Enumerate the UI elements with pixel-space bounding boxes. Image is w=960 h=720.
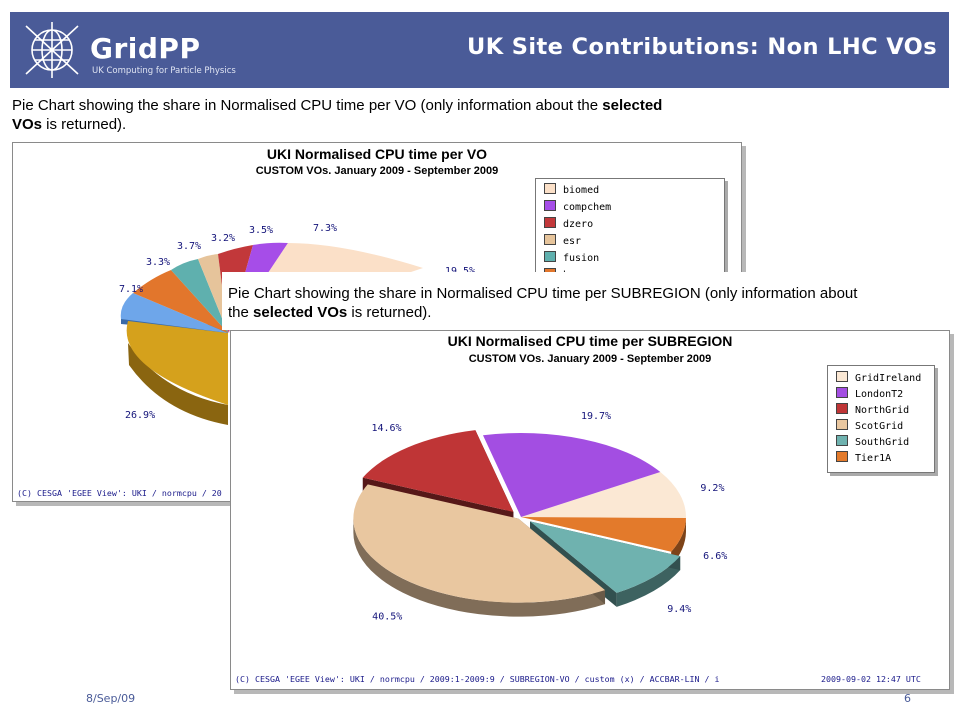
- vo-legend: biomed compchem dzero esr fusion hone: [535, 178, 725, 281]
- slice-northgrid: [362, 430, 514, 512]
- gridpp-globe-icon: [25, 22, 79, 78]
- legend-swatch: [836, 419, 848, 430]
- footer-date: 8/Sep/09: [86, 692, 136, 705]
- vo-pie-depth-gold: [128, 343, 228, 425]
- caption-sub: Pie Chart showing the share in Normalise…: [228, 284, 948, 322]
- logo-tagline: UK Computing for Particle Physics: [92, 66, 236, 76]
- slice-londont2: [482, 433, 661, 517]
- sub-legend-item: NorthGrid: [836, 403, 909, 417]
- slice-southgrid: [530, 521, 681, 593]
- sub-legend-item: SouthGrid: [836, 435, 909, 449]
- sub-legend-item: ScotGrid: [836, 419, 903, 433]
- gridpp-logo: GridPP UK Computing for Particle Physics: [24, 20, 284, 80]
- vo-label-7-3: 7.3%: [313, 223, 337, 234]
- caption-vo-text: Pie Chart showing the share in Normalise…: [12, 97, 603, 114]
- sub-legend-item: Tier1A: [836, 451, 891, 465]
- legend-swatch: [544, 200, 556, 211]
- legend-swatch: [836, 451, 848, 462]
- vo-legend-item: esr: [544, 234, 581, 248]
- vo-label-19-5: 19.5%: [445, 266, 475, 277]
- sub-legend-item: GridIreland: [836, 371, 921, 385]
- caption-sub-bold: selected VOs: [253, 304, 348, 321]
- slice-gridireland: [521, 471, 686, 519]
- slice-label-londont2: 19.7%: [581, 411, 611, 422]
- subregion-chart-subtitle: CUSTOM VOs. January 2009 - September 200…: [468, 353, 712, 365]
- vo-chart-title: UKI Normalised CPU time per VO: [266, 146, 488, 162]
- vo-label-7-1: 7.1%: [119, 284, 143, 295]
- vo-label-3-7: 3.7%: [177, 241, 201, 252]
- slice-label-northgrid: 14.6%: [371, 423, 401, 434]
- legend-swatch: [544, 217, 556, 228]
- slice-label-gridireland: 9.2%: [700, 483, 724, 494]
- caption-sub-text: Pie Chart showing the share in Normalise…: [228, 285, 858, 302]
- subregion-chart-timestamp: 2009-09-02 12:47 UTC: [821, 674, 921, 684]
- subregion-pie-chart: 9.2% 6.6% 9.4% 40.5% 14.6% 19.7%: [353, 411, 727, 622]
- caption-sub-tail: is returned).: [347, 304, 432, 321]
- legend-swatch: [836, 387, 848, 398]
- vo-slice-fusion: [171, 259, 228, 333]
- legend-swatch: [836, 435, 848, 446]
- vo-legend-item: fusion: [544, 251, 599, 265]
- slice-label-scotgrid: 40.5%: [372, 611, 402, 622]
- slice-side-southgrid: [616, 556, 681, 607]
- caption-sub-text2: the: [228, 304, 254, 321]
- caption-vo-tail: is returned).: [42, 116, 127, 133]
- caption-vo-bold1: selected: [602, 97, 663, 114]
- header-bar: GridPP UK Computing for Particle Physics…: [10, 12, 949, 88]
- legend-swatch: [836, 371, 848, 382]
- vo-chart-subtitle: CUSTOM VOs. January 2009 - September 200…: [255, 165, 499, 177]
- legend-swatch: [544, 251, 556, 262]
- slice-side-tier1a: [671, 518, 686, 566]
- slide-title: UK Site Contributions: Non LHC VOs: [467, 34, 937, 60]
- legend-swatch: [836, 403, 848, 414]
- vo-label-3-5: 3.5%: [249, 225, 273, 236]
- vo-legend-item: biomed: [544, 183, 599, 197]
- slice-scotgrid: [353, 484, 606, 603]
- slice-label-tier1a: 6.6%: [703, 551, 727, 562]
- caption-vo-bold2: VOs: [12, 116, 43, 133]
- sub-legend-item: LondonT2: [836, 387, 903, 401]
- subregion-chart-title: UKI Normalised CPU time per SUBREGION: [447, 333, 733, 349]
- vo-chart-credit: (C) CESGA 'EGEE View': UKI / normcpu / 2…: [17, 488, 222, 498]
- subregion-caption-box: Pie Chart showing the share in Normalise…: [222, 272, 948, 330]
- subregion-chart-panel: UKI Normalised CPU time per SUBREGION CU…: [230, 330, 950, 690]
- vo-slice-other-blue: [120, 293, 228, 333]
- vo-slice-hone: [133, 270, 228, 333]
- slice-tier1a: [521, 517, 686, 552]
- subregion-legend: GridIreland LondonT2 NorthGrid ScotGrid …: [827, 365, 935, 473]
- legend-swatch: [544, 234, 556, 245]
- legend-swatch: [544, 183, 556, 194]
- subregion-chart-credit: (C) CESGA 'EGEE View': UKI / normcpu / 2…: [235, 674, 720, 684]
- vo-legend-item: compchem: [544, 200, 611, 214]
- footer-page-number: 6: [904, 692, 911, 705]
- slice-side-scotgrid: [353, 518, 606, 617]
- vo-label-26-9: 26.9%: [125, 410, 155, 421]
- vo-label-3-2: 3.2%: [211, 233, 235, 244]
- caption-vo: Pie Chart showing the share in Normalise…: [12, 96, 752, 134]
- logo-name: GridPP: [90, 32, 201, 65]
- vo-label-3-3: 3.3%: [146, 257, 170, 268]
- vo-slice-other-gold: [126, 321, 228, 405]
- vo-legend-item: dzero: [544, 217, 593, 231]
- slice-label-southgrid: 9.4%: [667, 604, 691, 615]
